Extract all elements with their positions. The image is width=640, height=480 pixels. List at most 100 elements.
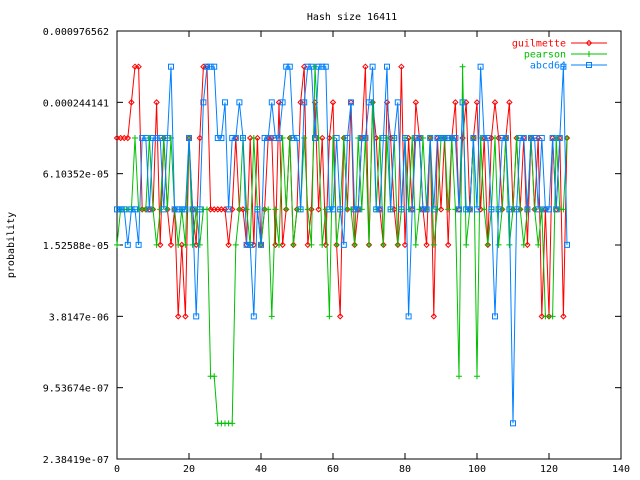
- pearson-point: [420, 135, 426, 142]
- pearson-point: [517, 206, 524, 213]
- guilmette-point: [279, 241, 286, 249]
- guilmette-point: [462, 99, 470, 106]
- pearson-point: [549, 313, 556, 320]
- abcd64-point: [315, 63, 322, 70]
- pearson-point: [319, 241, 326, 248]
- abcd64-point: [294, 135, 300, 142]
- series-layer: [113, 63, 571, 427]
- guilmette-point: [254, 134, 261, 142]
- abcd64-point: [171, 206, 178, 213]
- pearson-point: [204, 206, 210, 213]
- pearson-point: [265, 206, 272, 213]
- abcd64-point: [542, 206, 549, 213]
- abcd64-point: [445, 135, 452, 142]
- abcd64-point: [258, 241, 264, 248]
- abcd64-point: [492, 313, 498, 320]
- pearson-point: [150, 206, 156, 213]
- abcd64-point: [506, 206, 513, 213]
- x-tick-label: 60: [327, 464, 339, 475]
- abcd64-point: [196, 206, 203, 213]
- guilmette-point: [473, 99, 481, 106]
- pearson-point: [189, 241, 196, 248]
- abcd64-point: [164, 135, 171, 142]
- guilmette-point: [534, 134, 542, 142]
- guilmette-point: [250, 241, 258, 249]
- abcd64-point: [222, 99, 228, 106]
- pearson-point: [160, 135, 167, 142]
- pearson-point: [484, 241, 491, 248]
- abcd64-point: [290, 135, 297, 142]
- pearson-point: [380, 241, 387, 248]
- abcd64-point: [495, 206, 502, 213]
- guilmette-point: [398, 63, 405, 70]
- abcd64-point: [513, 206, 520, 213]
- abcd64-point: [394, 99, 401, 106]
- abcd64-point: [229, 135, 236, 142]
- abcd64-point: [297, 206, 304, 213]
- pearson-point: [358, 206, 365, 213]
- abcd64-point: [416, 135, 423, 142]
- abcd64-point: [351, 206, 358, 213]
- pearson-point: [157, 206, 164, 213]
- abcd64-point: [398, 206, 405, 213]
- x-tick-label: 0: [114, 464, 120, 475]
- guilmette-point: [304, 241, 312, 249]
- pearson-point: [531, 206, 538, 213]
- guilmette-point: [156, 241, 164, 249]
- abcd64-point: [477, 63, 484, 70]
- abcd64-point: [276, 135, 282, 142]
- guilmette-point: [239, 206, 247, 213]
- abcd64-point: [520, 135, 527, 142]
- pearson-point: [495, 241, 502, 248]
- pearson-point: [445, 206, 452, 213]
- guilmette-point: [268, 134, 276, 142]
- pearson-point: [394, 241, 401, 248]
- abcd64-point: [348, 99, 354, 106]
- pearson-point: [506, 241, 513, 248]
- pearson-point: [553, 135, 560, 142]
- y-tick-label: 1.52588e-05: [43, 241, 109, 252]
- guilmette-point: [315, 206, 322, 213]
- abcd64-point: [366, 99, 372, 106]
- y-tick-label: 9.53674e-07: [43, 384, 109, 395]
- guilmette-point: [444, 241, 452, 249]
- x-tick-label: 40: [255, 464, 267, 475]
- abcd64-point: [225, 206, 232, 213]
- series-guilmette: [113, 63, 571, 320]
- guilmette-point: [225, 241, 232, 249]
- abcd64-point: [153, 135, 160, 142]
- guilmette-point: [405, 134, 412, 142]
- legend-label-guilmette: guilmette: [512, 39, 566, 50]
- guilmette-point: [228, 206, 236, 213]
- abcd64-point: [322, 63, 329, 70]
- abcd64-point: [279, 99, 286, 106]
- pearson-point: [434, 206, 441, 213]
- abcd64-point: [283, 63, 290, 70]
- abcd64-point: [481, 135, 488, 142]
- abcd64-point: [301, 99, 308, 106]
- abcd64-point: [560, 63, 567, 70]
- guilmette-point: [124, 134, 132, 142]
- abcd64-point: [157, 135, 164, 142]
- pearson-point: [250, 135, 257, 142]
- pearson-point: [272, 206, 279, 213]
- pearson-point: [430, 241, 437, 248]
- pearson-point: [182, 241, 189, 248]
- guilmette-point: [128, 99, 135, 106]
- pearson-point: [535, 241, 542, 248]
- x-tick-label: 140: [612, 464, 630, 475]
- abcd64-point: [528, 135, 534, 142]
- series-abcd64: [114, 63, 570, 427]
- chart-title: Hash size 16411: [307, 12, 397, 23]
- pearson-point: [333, 241, 340, 248]
- y-axis-ticks: 0.000976562 0.000244141 6.10352e-05 1.52588…: [43, 27, 621, 466]
- pearson-point: [196, 241, 203, 248]
- x-tick-label: 80: [399, 464, 411, 475]
- abcd64-point: [265, 135, 272, 142]
- pearson-line: [116, 66, 568, 424]
- abcd64-point: [117, 206, 124, 213]
- abcd64-point: [326, 206, 333, 213]
- abcd64-point: [312, 135, 318, 142]
- x-tick-label: 120: [540, 464, 558, 475]
